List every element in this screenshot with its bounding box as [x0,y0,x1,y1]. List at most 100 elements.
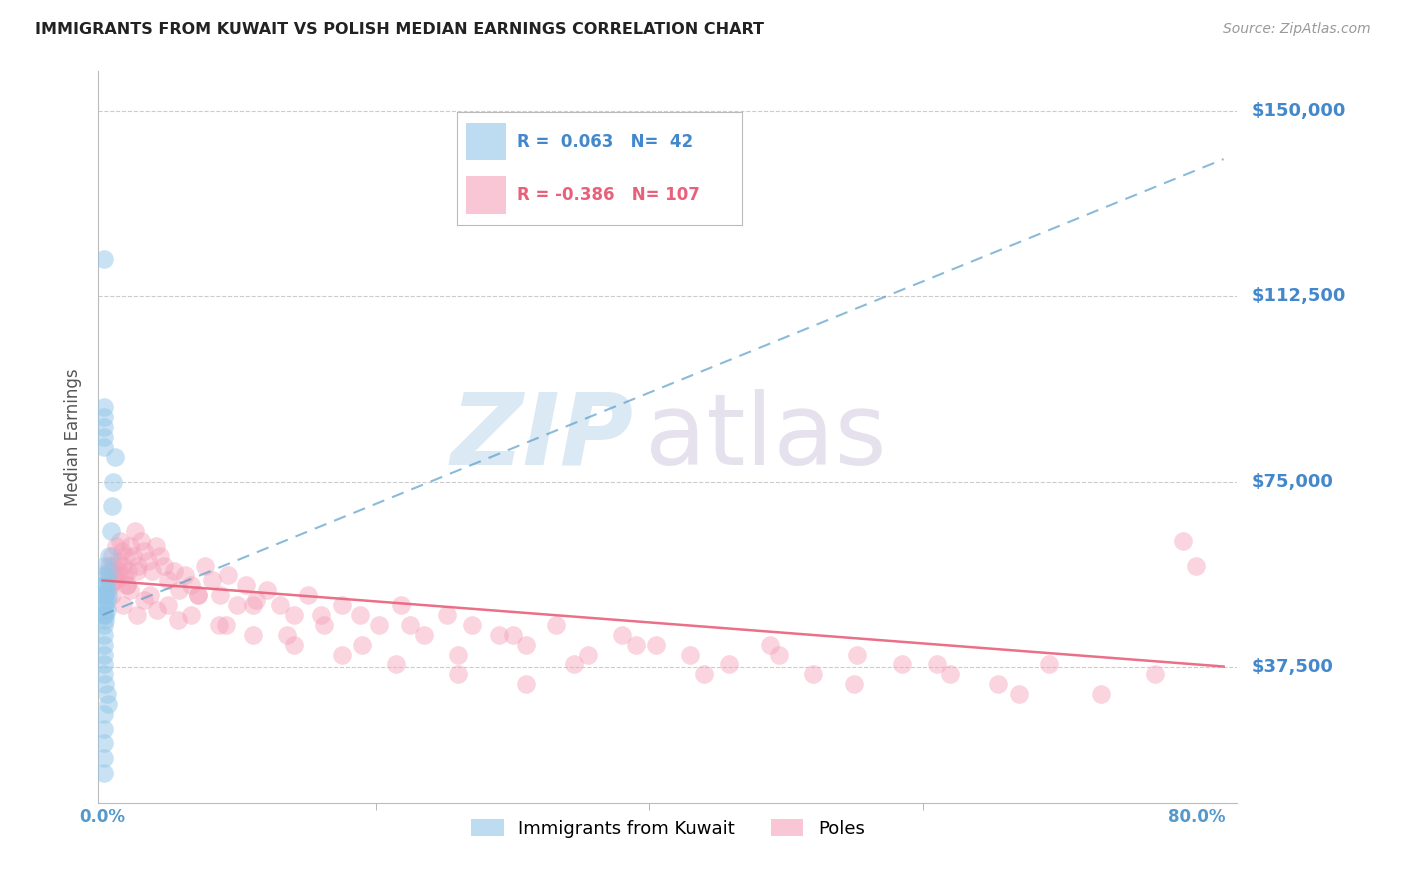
Point [447,667,470,681]
Point [283,638,305,652]
Point [93,598,115,612]
Point [269,598,291,612]
Point [132,593,155,607]
Point [412,628,434,642]
Point [208,618,231,632]
Point [93,638,115,652]
Point [1144,667,1167,681]
Point [96,583,118,598]
Point [460,618,482,632]
Point [758,638,780,652]
Text: IMMIGRANTS FROM KUWAIT VS POLISH MEDIAN EARNINGS CORRELATION CHART: IMMIGRANTS FROM KUWAIT VS POLISH MEDIAN … [35,22,763,37]
Point [93,588,115,602]
Point [447,648,470,662]
Point [94,677,117,691]
Legend: Immigrants from Kuwait, Poles: Immigrants from Kuwait, Poles [464,813,872,845]
Point [98,549,121,563]
Point [173,568,195,582]
Text: atlas: atlas [645,389,887,485]
Point [93,410,115,425]
Point [166,613,188,627]
Point [367,618,389,632]
Point [610,628,633,642]
Point [104,574,127,588]
Point [118,583,141,598]
Text: $150,000: $150,000 [1251,102,1346,120]
Point [115,578,138,592]
Point [145,539,167,553]
Point [1038,657,1060,672]
Point [149,549,172,563]
Point [987,677,1010,691]
Point [187,588,209,602]
Point [312,618,335,632]
Point [389,598,412,612]
Point [94,613,117,627]
Point [93,607,115,622]
Point [167,583,190,598]
Point [93,706,115,721]
Text: $37,500: $37,500 [1251,658,1333,676]
Point [844,677,866,691]
Point [562,657,585,672]
Point [436,607,458,622]
Point [97,588,120,602]
Point [94,578,117,592]
Point [201,574,224,588]
Point [105,539,128,553]
Point [925,657,948,672]
Point [110,533,132,548]
Text: $75,000: $75,000 [1251,473,1333,491]
Point [93,420,115,434]
Point [103,558,125,573]
Point [97,574,120,588]
Point [93,401,115,415]
Point [98,564,121,578]
Point [107,554,129,568]
Point [217,568,239,582]
Point [146,603,169,617]
Point [136,554,159,568]
Point [97,568,120,582]
Point [352,638,374,652]
Point [141,564,163,578]
Point [385,657,408,672]
Point [101,549,124,563]
Text: Source: ZipAtlas.com: Source: ZipAtlas.com [1223,22,1371,37]
Point [93,618,115,632]
Point [803,667,825,681]
Point [96,687,118,701]
Point [645,638,668,652]
Text: ZIP: ZIP [451,389,634,485]
Point [103,475,125,489]
Point [93,648,115,662]
Point [846,648,869,662]
Text: $112,500: $112,500 [1251,287,1346,305]
Point [112,568,135,582]
Point [94,607,117,622]
Point [162,564,184,578]
Point [488,628,510,642]
Point [214,618,236,632]
Point [309,607,332,622]
Point [124,524,146,538]
Point [93,440,115,454]
Point [103,564,125,578]
Point [891,657,914,672]
Point [399,618,422,632]
Point [209,588,232,602]
Point [132,543,155,558]
Point [515,638,537,652]
Point [93,558,115,573]
Point [112,598,135,612]
Point [515,677,537,691]
Point [330,648,353,662]
Point [93,667,115,681]
Point [96,603,118,617]
Point [93,578,115,592]
Y-axis label: Median Earnings: Median Earnings [65,368,83,506]
Point [105,574,128,588]
Point [1007,687,1029,701]
Point [194,558,217,573]
Point [157,574,180,588]
